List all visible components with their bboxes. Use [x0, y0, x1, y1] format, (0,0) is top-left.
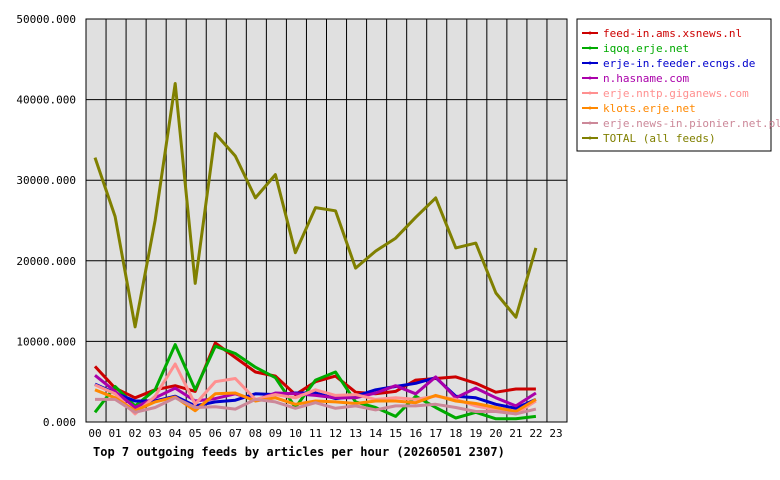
- x-tick-label: 06: [209, 427, 222, 440]
- series-line-klots-erje-net: [94, 388, 537, 413]
- legend-label: erje.news-in.pionier.net.pl: [603, 117, 780, 130]
- legend: feed-in.ams.xsnews.nl iqoq.erje.net erje-i…: [576, 18, 780, 152]
- y-tick-label: 0.000: [43, 416, 76, 429]
- legend-marker: [588, 46, 592, 50]
- legend-label: klots.erje.net: [603, 102, 696, 115]
- x-tick-label: 02: [128, 427, 141, 440]
- x-tick-label: 14: [369, 427, 383, 440]
- axis-labels: 0.000 10000.000 20000.000 30000.000 40000.00…: [16, 13, 562, 440]
- x-tick-label: 20: [489, 427, 502, 440]
- x-tick-label: 22: [529, 427, 542, 440]
- series-line-erje-news-in-pionier-net-pl: [95, 396, 537, 416]
- series-line-total-all-feeds: [93, 82, 538, 329]
- x-tick-label: 18: [449, 427, 462, 440]
- legend-label: erje.nntp.giganews.com: [603, 87, 749, 100]
- x-tick-label: 01: [108, 427, 121, 440]
- legend-marker: [588, 121, 592, 125]
- x-tick-label: 00: [88, 427, 101, 440]
- x-tick-label: 11: [309, 427, 322, 440]
- x-tick-label: 17: [429, 427, 442, 440]
- x-tick-label: 15: [389, 427, 402, 440]
- x-tick-label: 08: [249, 427, 262, 440]
- legend-marker: [588, 76, 592, 80]
- series-line-n-hasname-com: [94, 374, 537, 409]
- x-tick-label: 04: [169, 427, 183, 440]
- legend-label: n.hasname.com: [603, 72, 689, 85]
- x-tick-label: 05: [189, 427, 202, 440]
- legend-marker: [588, 61, 592, 65]
- x-tick-label: 09: [269, 427, 282, 440]
- x-tick-label: 07: [229, 427, 242, 440]
- y-tick-label: 20000.000: [16, 255, 76, 268]
- y-tick-label: 10000.000: [16, 335, 76, 348]
- y-tick-label: 50000.000: [16, 13, 76, 26]
- x-tick-label: 23: [549, 427, 562, 440]
- x-tick-label: 21: [509, 427, 522, 440]
- chart-title: Top 7 outgoing feeds by articles per hou…: [93, 445, 505, 459]
- legend-label: erje-in.feeder.ecngs.de: [603, 57, 755, 70]
- y-tick-label: 40000.000: [16, 94, 76, 107]
- legend-marker: [588, 136, 592, 140]
- x-tick-label: 16: [409, 427, 422, 440]
- legend-marker: [588, 106, 592, 110]
- series-lines: [93, 82, 538, 421]
- legend-box: [576, 18, 772, 152]
- x-tick-label: 13: [349, 427, 362, 440]
- y-tick-label: 30000.000: [16, 174, 76, 187]
- series-line-iqoq-erje-net: [93, 343, 537, 421]
- x-tick-label: 12: [329, 427, 342, 440]
- legend-marker: [588, 91, 592, 95]
- legend-label: iqoq.erje.net: [603, 42, 689, 55]
- legend-label: feed-in.ams.xsnews.nl: [603, 27, 742, 40]
- x-tick-label: 19: [469, 427, 482, 440]
- legend-label: TOTAL (all feeds): [603, 132, 716, 145]
- x-tick-label: 03: [149, 427, 162, 440]
- legend-marker: [588, 31, 592, 35]
- x-tick-label: 10: [289, 427, 302, 440]
